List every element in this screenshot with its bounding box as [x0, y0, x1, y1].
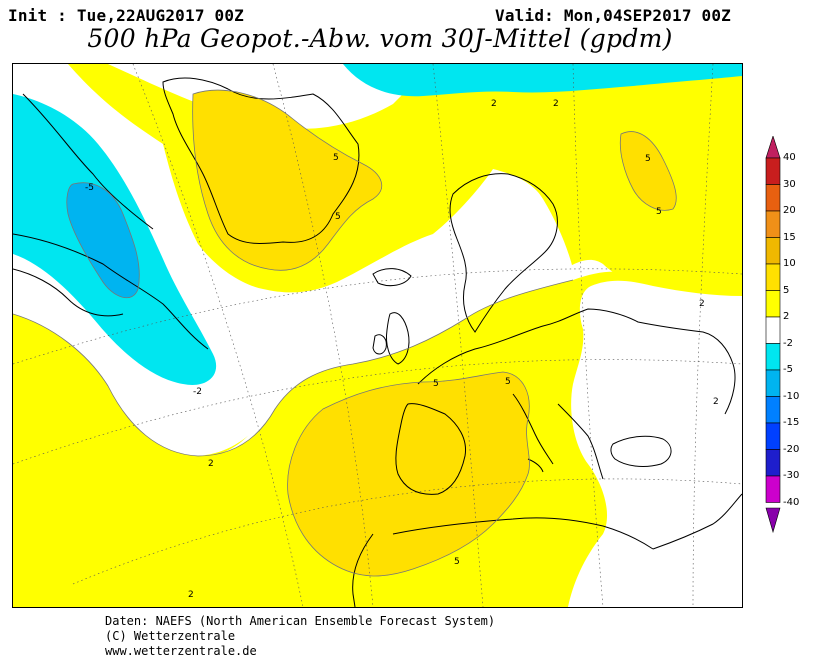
anomaly-area-greenland-core	[192, 90, 382, 271]
anomaly-area-canada-low-core	[66, 182, 140, 298]
contour-label: 2	[208, 459, 214, 469]
coast-hudson	[13, 268, 124, 317]
contour-label: 2	[699, 299, 705, 309]
contour-label: 2	[713, 397, 719, 407]
legend-label: 20	[783, 205, 796, 216]
contour-label: 5	[645, 154, 651, 164]
legend-label: -10	[783, 390, 800, 402]
coast-ireland	[372, 334, 387, 355]
coast-black-sea	[610, 435, 672, 467]
coast-canada-east	[22, 93, 154, 230]
contour-label: 2	[491, 99, 497, 109]
valid-time: Valid: Mon,04SEP2017 00Z	[495, 6, 731, 25]
legend-colorbar	[765, 136, 781, 534]
legend-label: 10	[783, 258, 796, 269]
coast-middle-east	[652, 493, 742, 550]
legend-swatch	[765, 237, 781, 265]
legend-top-arrow	[765, 136, 781, 159]
contours	[13, 89, 677, 577]
anomaly-area-iberia-core	[287, 372, 530, 576]
coast-canada	[13, 233, 209, 350]
legend-swatch	[765, 157, 781, 185]
footer-website[interactable]: www.wetterzentrale.de	[105, 644, 257, 658]
anomaly-area-east-europe-neutral	[568, 280, 742, 607]
legend-label: -40	[783, 496, 800, 508]
legend-swatch	[765, 210, 781, 238]
color-legend: 40 30 20 15 10 5 2 -2 -5 -10 -15 -20 -30 -40	[763, 136, 815, 536]
coast-iceland	[372, 268, 412, 287]
legend-swatch	[765, 475, 781, 503]
coast-scandinavia	[449, 173, 558, 333]
coast-europe	[417, 308, 736, 415]
legend-label: 15	[783, 231, 796, 243]
anomaly-area-arctic-low	[343, 64, 742, 97]
legend-swatch	[765, 369, 781, 397]
legend-swatch	[765, 263, 781, 291]
legend-label: 40	[783, 152, 796, 163]
legend-swatch	[765, 396, 781, 424]
legend-label: 2	[783, 311, 790, 322]
legend-swatch	[765, 184, 781, 212]
legend-label: -2	[783, 337, 793, 349]
contour-label: 5	[454, 557, 460, 567]
coast-italy	[512, 393, 554, 473]
coast-greenland	[162, 77, 360, 245]
contour-label: 5	[656, 207, 662, 217]
contour-label: 5	[505, 377, 511, 387]
legend-label: 30	[783, 178, 796, 190]
contour-label: 2	[188, 590, 194, 600]
legend-bottom-arrow	[765, 507, 781, 534]
legend-label: -30	[783, 470, 800, 481]
map-canvas: -5 -2 2 2 2 2 2 2 5 5 5 5 5 5 5	[13, 64, 742, 607]
legend-swatch	[765, 449, 781, 477]
coast-iberia	[395, 403, 467, 495]
contour-label: 5	[333, 153, 339, 163]
legend-label: 5	[783, 284, 790, 296]
graticule	[13, 64, 742, 607]
coast-mediterranean-south	[392, 517, 654, 550]
legend-swatch	[765, 343, 781, 371]
legend-swatch	[765, 422, 781, 450]
contour-label: -2	[193, 387, 202, 397]
anomaly-map[interactable]: -5 -2 2 2 2 2 2 2 5 5 5 5 5 5 5	[12, 63, 743, 608]
footer: Daten: NAEFS (North American Ensemble Fo…	[105, 614, 495, 659]
legend-label: -15	[783, 417, 800, 428]
footer-data-source: Daten: NAEFS (North American Ensemble Fo…	[105, 614, 496, 628]
coast-balkans	[557, 403, 604, 480]
legend-swatch	[765, 290, 781, 318]
contour-label: -5	[85, 183, 94, 193]
anomaly-area-scandinavia-neutral	[433, 169, 573, 292]
coast-britain	[386, 312, 410, 365]
coast-africa	[352, 533, 374, 607]
legend-swatch	[765, 316, 781, 344]
legend-label: -20	[783, 443, 800, 455]
map-title: 500 hPa Geopot.-Abw. vom 30J-Mittel (gpd…	[87, 24, 673, 53]
contour-label: 5	[335, 212, 341, 222]
legend-label: -5	[783, 364, 793, 375]
legend-boxes	[765, 157, 781, 503]
contour-label: 2	[553, 99, 559, 109]
contour-label: 5	[433, 379, 439, 389]
coastlines	[13, 77, 742, 607]
init-time: Init : Tue,22AUG2017 00Z	[8, 6, 244, 25]
footer-copyright: (C) Wetterzentrale	[105, 629, 236, 643]
contour-labels: -5 -2 2 2 2 2 2 2 5 5 5 5 5 5 5	[85, 99, 719, 600]
